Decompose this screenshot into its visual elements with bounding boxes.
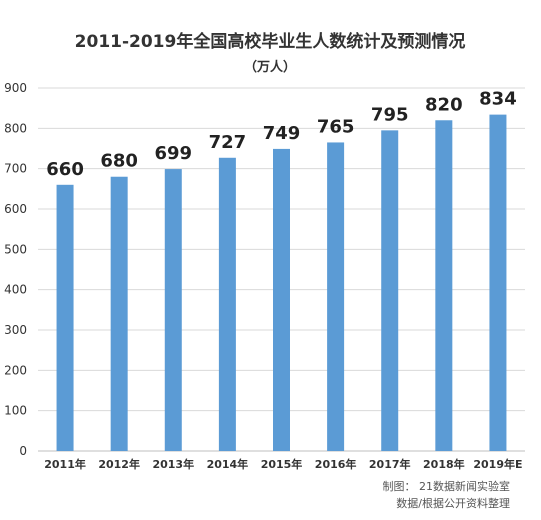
bar (327, 142, 345, 451)
data-label: 765 (317, 116, 355, 137)
bar (110, 176, 128, 451)
data-label: 699 (154, 143, 192, 164)
y-tick-label: 600 (4, 202, 27, 216)
y-tick-label: 800 (4, 121, 27, 135)
data-label: 820 (425, 94, 463, 115)
bar (381, 130, 399, 451)
x-tick-label: 2014年 (207, 457, 249, 471)
chart-subtitle: （万人） (244, 59, 296, 75)
data-label: 749 (263, 123, 301, 144)
y-tick-label: 100 (4, 404, 27, 418)
x-tick-label: 2016年 (315, 457, 357, 471)
bar (489, 114, 507, 452)
x-tick-label: 2011年 (44, 457, 86, 471)
source-text: 数据/根据公开资料整理 (396, 496, 510, 510)
data-labels: 660 680 699 727 749 765 795 820 834 (46, 89, 516, 180)
x-tick-label: 2013年 (152, 457, 194, 471)
bar (56, 184, 74, 452)
bar (273, 148, 290, 452)
data-label: 795 (371, 104, 409, 125)
x-tick-label: 2017年 (369, 457, 411, 471)
y-tick-label: 200 (4, 363, 27, 377)
x-tick-label: 2019年E (473, 457, 522, 471)
y-axis-ticks: 0 100 200 300 400 500 600 700 800 900 (4, 81, 27, 458)
x-tick-label: 2015年 (261, 457, 303, 471)
y-tick-label: 400 (4, 283, 27, 297)
y-tick-label: 900 (4, 81, 27, 95)
bar (164, 169, 182, 451)
y-tick-label: 300 (4, 323, 27, 337)
x-axis-ticks: 2011年 2012年 2013年 2014年 2015年 2016年 2017年 2018年… (44, 457, 522, 471)
y-tick-label: 700 (4, 162, 27, 176)
data-label: 727 (209, 132, 247, 153)
data-label: 680 (100, 151, 138, 172)
data-label: 834 (479, 89, 517, 110)
y-tick-label: 0 (19, 444, 27, 458)
x-tick-label: 2018年 (423, 457, 465, 471)
chart-title: 2011-2019年全国高校毕业生人数统计及预测情况 (75, 31, 466, 52)
credit-text: 制图： 21数据新闻实验室 (383, 479, 511, 493)
bar (218, 157, 236, 451)
x-tick-label: 2012年 (98, 457, 140, 471)
data-label: 660 (46, 159, 84, 180)
bars (56, 114, 507, 452)
y-tick-label: 500 (4, 242, 27, 256)
bar (435, 120, 453, 452)
